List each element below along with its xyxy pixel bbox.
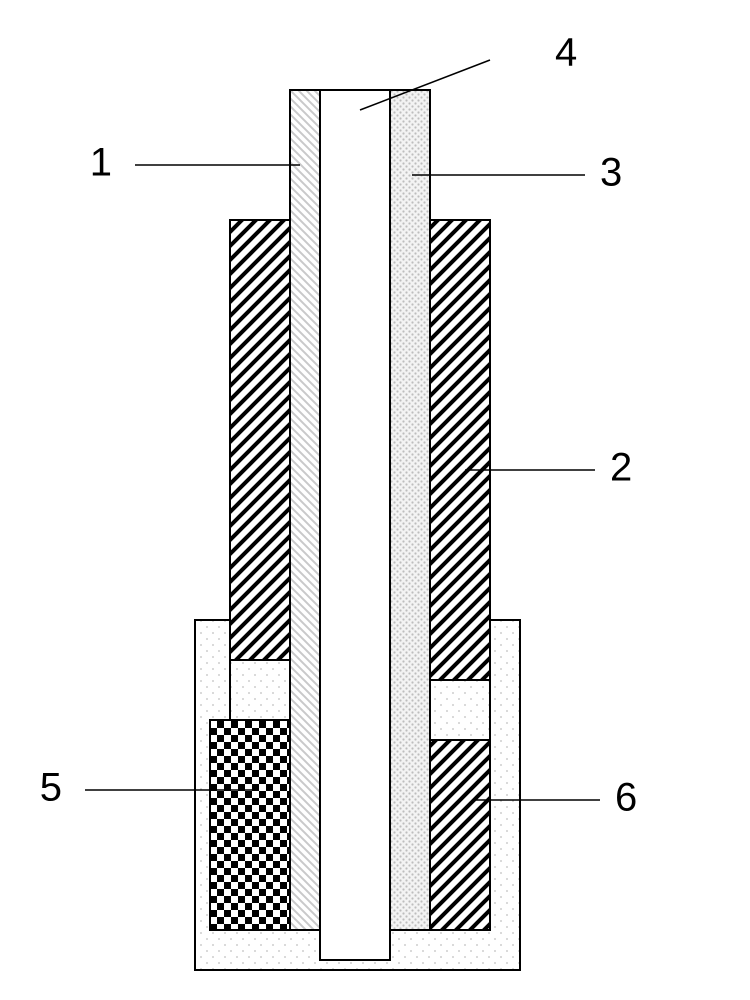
label-l2: 2 [610,446,632,490]
part-4-core [320,90,390,960]
label-l4: 4 [555,31,577,75]
label-l6: 6 [615,776,637,820]
part-3-right-layer [390,90,430,930]
label-l5: 5 [40,766,62,810]
part-5-block [210,720,290,930]
label-l3: 3 [600,151,622,195]
part-2-notch-right [430,680,490,740]
part-2-notch-left [230,660,290,720]
label-l1: 1 [90,141,112,185]
part-1-left-layer [290,90,320,930]
